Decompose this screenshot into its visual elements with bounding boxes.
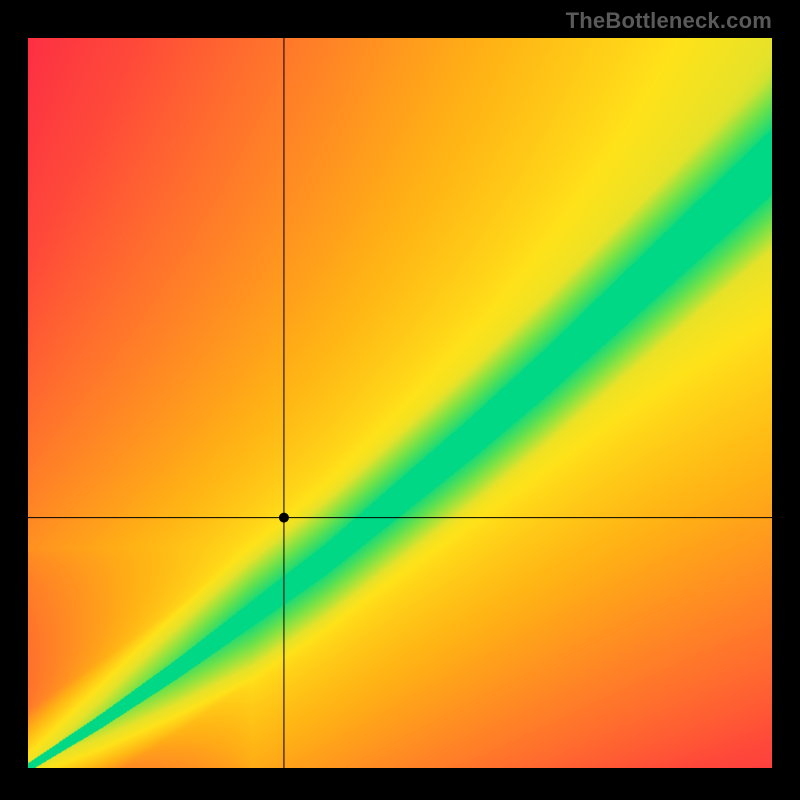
chart-frame: TheBottleneck.com bbox=[0, 0, 800, 800]
plot-area bbox=[28, 38, 772, 768]
heatmap-canvas bbox=[28, 38, 772, 768]
watermark-label: TheBottleneck.com bbox=[566, 8, 772, 34]
